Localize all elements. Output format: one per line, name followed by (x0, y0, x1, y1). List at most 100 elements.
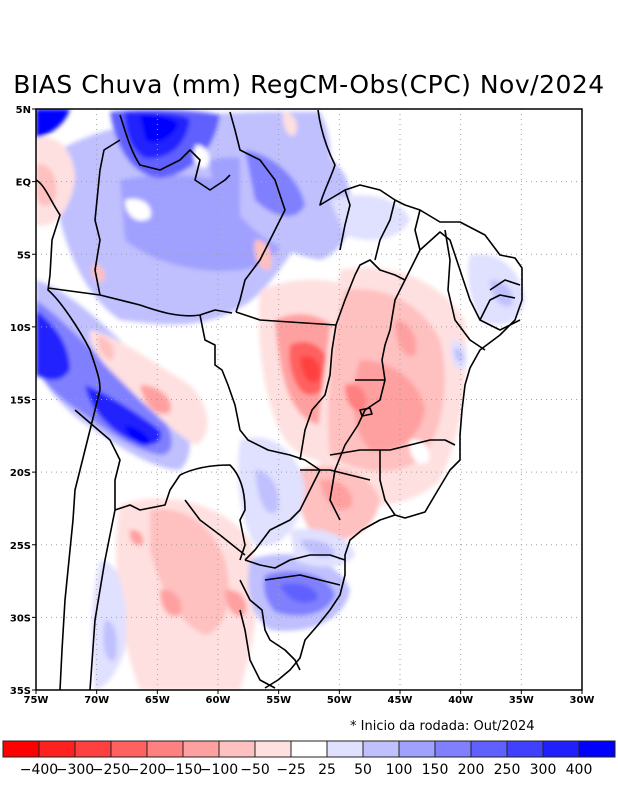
colorbar-label: −25 (276, 762, 306, 778)
y-tick-label: 35S (10, 686, 31, 697)
x-tick-label: 55W (266, 695, 291, 706)
field-region (454, 348, 464, 362)
chart-title: BIAS Chuva (mm) RegCM-Obs(CPC) Nov/2024 (13, 70, 605, 99)
field-region (125, 198, 151, 221)
field-region (300, 356, 321, 383)
field-region (193, 145, 210, 168)
colorbar-swatch (434, 740, 472, 758)
field-region (150, 509, 229, 635)
border (229, 111, 286, 313)
field-region (300, 539, 335, 558)
border (444, 229, 486, 351)
field-region (125, 425, 151, 446)
colorbar-label: 400 (566, 762, 593, 778)
coastline-west (36, 179, 101, 690)
y-tick-label: 25S (10, 541, 31, 552)
colorbar-swatch (578, 740, 616, 758)
x-tick-label: 60W (206, 695, 231, 706)
border (374, 199, 396, 261)
colorbar-label: −250 (92, 762, 130, 778)
field-region (129, 529, 144, 546)
x-tick-label: 35W (509, 695, 534, 706)
colorbar-swatch (542, 740, 580, 758)
field-region (36, 310, 70, 380)
colorbar-label: 200 (458, 762, 485, 778)
colorbar-label: 100 (386, 762, 413, 778)
y-tick-label: 20S (10, 468, 31, 479)
field-region (409, 439, 430, 464)
colorbar-label: −400 (20, 762, 58, 778)
run-start-note: * Inicio da rodada: Out/2024 (350, 719, 535, 734)
colorbar-label: 25 (318, 762, 336, 778)
field-region (140, 115, 178, 142)
border (184, 499, 246, 556)
colorbar-swatch (326, 740, 364, 758)
x-tick-label: 75W (24, 695, 49, 706)
colorbar-swatch (506, 740, 544, 758)
border (239, 609, 276, 689)
field-region (282, 112, 297, 136)
colorbar-swatch (398, 740, 436, 758)
border (329, 279, 406, 521)
colorbar-label: −50 (240, 762, 270, 778)
colorbar-swatch (254, 740, 292, 758)
border (179, 464, 246, 561)
border (339, 189, 351, 251)
colorbar-swatch (362, 740, 400, 758)
border (239, 579, 301, 671)
colorbar-label: −100 (200, 762, 238, 778)
border (379, 450, 396, 516)
colorbar-swatch (182, 740, 220, 758)
y-tick-label: EQ (16, 178, 31, 189)
x-tick-label: 65W (145, 695, 170, 706)
x-tick-label: 70W (84, 695, 109, 706)
field-region (140, 385, 171, 414)
border (479, 294, 516, 321)
y-axis: 5N EQ 5S 10S 15S 20S 25S 30S 35S (10, 105, 36, 697)
x-tick-label: 30W (570, 695, 595, 706)
border (335, 231, 521, 331)
field-region (36, 164, 57, 206)
colorbar-label: −150 (164, 762, 202, 778)
colorbar-swatch (470, 740, 508, 758)
field-region (225, 589, 247, 617)
colorbar-swatch (74, 740, 112, 758)
border (47, 287, 233, 317)
border (199, 314, 321, 471)
colorbar: −400−300−250−200−150−100 −50 −25 25 50 100 150… (2, 740, 616, 778)
border (74, 409, 121, 690)
y-tick-label: 5S (17, 250, 31, 261)
field-region (97, 335, 115, 360)
field-region (36, 109, 70, 138)
field-region (103, 620, 117, 661)
political-borders (36, 109, 523, 690)
colorbar-swatch (2, 740, 40, 758)
y-tick-label: 30S (10, 613, 31, 624)
field-region (255, 470, 279, 514)
border (235, 311, 337, 326)
coastline (264, 109, 523, 689)
colorbar-label: 50 (354, 762, 372, 778)
field-region (245, 150, 305, 217)
field-region (160, 589, 182, 617)
border (414, 209, 421, 251)
colorbar-label: 250 (494, 762, 521, 778)
colorbar-label: −300 (56, 762, 94, 778)
colorbar-swatch (218, 740, 256, 758)
y-tick-label: 5N (16, 105, 31, 116)
colorbar-swatch (146, 740, 184, 758)
border (264, 574, 341, 586)
colorbar-label: 300 (530, 762, 557, 778)
border (244, 554, 346, 569)
border (329, 439, 456, 456)
border (300, 469, 371, 481)
bias-field (36, 109, 582, 690)
colorbar-label: 150 (422, 762, 449, 778)
border (244, 469, 321, 561)
field-region (280, 583, 318, 603)
x-tick-label: 40W (448, 695, 473, 706)
border (119, 114, 231, 191)
border (359, 407, 373, 417)
border (114, 474, 181, 511)
